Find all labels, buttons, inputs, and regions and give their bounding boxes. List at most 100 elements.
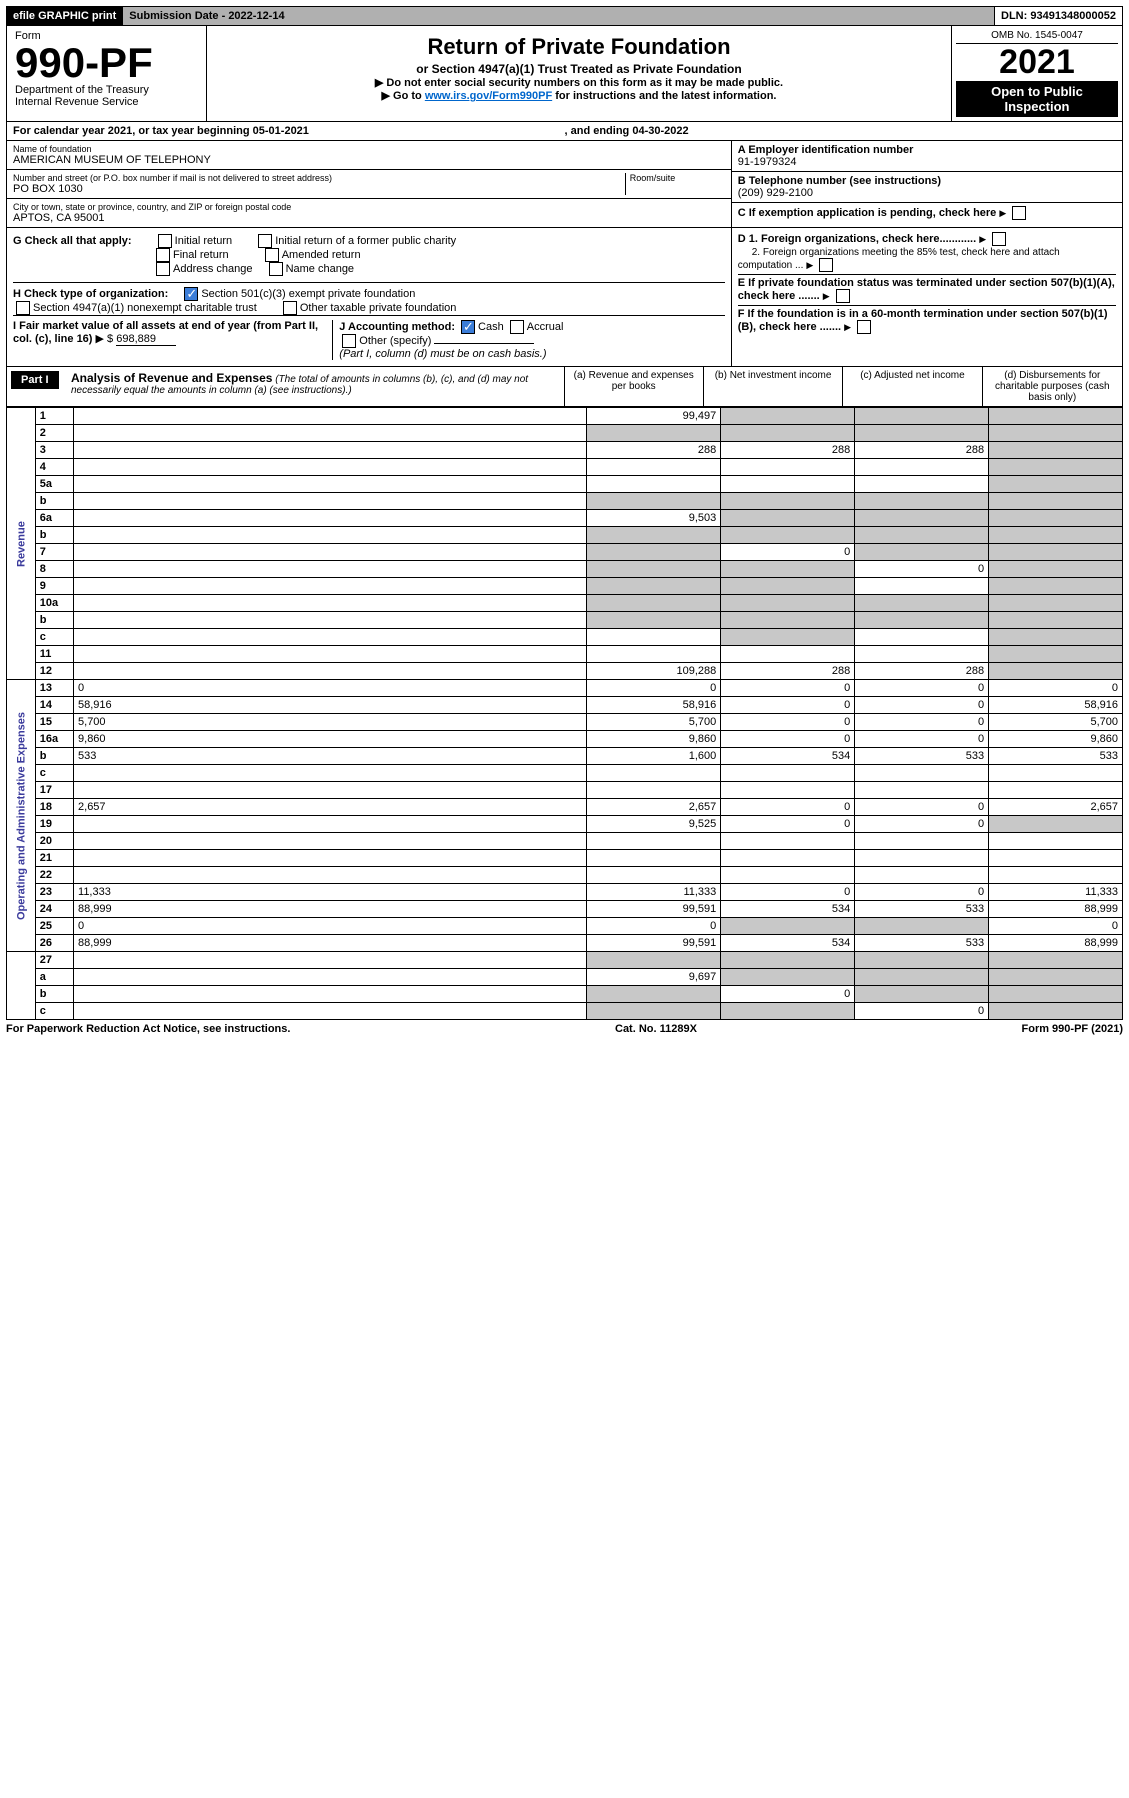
ck-e[interactable] xyxy=(836,289,850,303)
amount-cell xyxy=(587,782,721,799)
ck-final-return[interactable] xyxy=(156,248,170,262)
amount-cell xyxy=(989,782,1123,799)
line-desc: 11,333 xyxy=(74,884,587,901)
ck-cash[interactable] xyxy=(461,320,475,334)
line-number: 17 xyxy=(35,782,73,799)
amount-cell: 88,999 xyxy=(989,901,1123,918)
tax-year: 2021 xyxy=(956,44,1118,81)
opt-former: Initial return of a former public charit… xyxy=(275,235,456,247)
amount-cell xyxy=(855,476,989,493)
form-subtitle: or Section 4947(a)(1) Trust Treated as P… xyxy=(213,62,945,76)
table-row: 1458,91658,9160058,916 xyxy=(7,697,1123,714)
line-number: 24 xyxy=(35,901,73,918)
amount-cell: 9,697 xyxy=(587,969,721,986)
amount-cell: 0 xyxy=(855,1003,989,1020)
line-number: b xyxy=(35,493,73,510)
efile-print-button[interactable]: efile GRAPHIC print xyxy=(7,7,123,25)
irs-link[interactable]: www.irs.gov/Form990PF xyxy=(425,90,552,102)
line-number: b xyxy=(35,748,73,765)
ck-d2[interactable] xyxy=(819,258,833,272)
e-label: E If private foundation status was termi… xyxy=(738,277,1115,302)
footer-mid: Cat. No. 11289X xyxy=(615,1023,697,1035)
amount-cell xyxy=(989,476,1123,493)
ein-label: A Employer identification number xyxy=(738,144,1116,156)
amount-cell xyxy=(721,578,855,595)
part1-title: Analysis of Revenue and Expenses xyxy=(71,371,272,385)
ck-f[interactable] xyxy=(857,320,871,334)
form-header: Form 990-PF Department of the Treasury I… xyxy=(6,26,1123,122)
line-desc xyxy=(74,629,587,646)
line-number: 27 xyxy=(35,952,73,969)
city-value: APTOS, CA 95001 xyxy=(13,212,725,224)
opt-amended: Amended return xyxy=(282,249,361,261)
ck-other-method[interactable] xyxy=(342,334,356,348)
amount-cell: 288 xyxy=(855,663,989,680)
line-desc xyxy=(74,476,587,493)
i-arrow: ▶ $ xyxy=(96,333,114,345)
table-row: 12109,288288288 xyxy=(7,663,1123,680)
exemption-checkbox[interactable] xyxy=(1012,206,1026,220)
line-number: 16a xyxy=(35,731,73,748)
dln-label: DLN: 93491348000052 xyxy=(995,7,1122,25)
amount-cell: 533 xyxy=(855,935,989,952)
amount-cell xyxy=(989,867,1123,884)
opt-final: Final return xyxy=(173,249,229,261)
amount-cell xyxy=(855,629,989,646)
amount-cell xyxy=(721,952,855,969)
amount-cell xyxy=(721,782,855,799)
line-number: 5a xyxy=(35,476,73,493)
amount-cell: 0 xyxy=(721,816,855,833)
ck-addr-change[interactable] xyxy=(156,262,170,276)
table-row: 10a xyxy=(7,595,1123,612)
footer-right: Form 990-PF (2021) xyxy=(1022,1023,1123,1035)
table-row: 22 xyxy=(7,867,1123,884)
amount-cell xyxy=(855,969,989,986)
line-number: 4 xyxy=(35,459,73,476)
amount-cell xyxy=(989,510,1123,527)
note-pre: ▶ Go to xyxy=(382,90,425,102)
ck-initial-return[interactable] xyxy=(158,234,172,248)
amount-cell xyxy=(721,833,855,850)
irs-label: Internal Revenue Service xyxy=(15,96,198,108)
table-row: c xyxy=(7,765,1123,782)
amount-cell xyxy=(855,595,989,612)
table-row: b xyxy=(7,612,1123,629)
ck-accrual[interactable] xyxy=(510,320,524,334)
amount-cell: 288 xyxy=(721,663,855,680)
table-row: 2311,33311,3330011,333 xyxy=(7,884,1123,901)
amount-cell: 534 xyxy=(721,935,855,952)
line-number: 3 xyxy=(35,442,73,459)
amount-cell xyxy=(721,867,855,884)
line-desc xyxy=(74,646,587,663)
amount-cell: 0 xyxy=(855,731,989,748)
amount-cell: 0 xyxy=(721,799,855,816)
ck-name-change[interactable] xyxy=(269,262,283,276)
amount-cell xyxy=(587,527,721,544)
amount-cell xyxy=(855,782,989,799)
amount-cell xyxy=(855,612,989,629)
opt-4947: Section 4947(a)(1) nonexempt charitable … xyxy=(33,302,257,314)
line-desc xyxy=(74,544,587,561)
ck-initial-former[interactable] xyxy=(258,234,272,248)
amount-cell xyxy=(989,595,1123,612)
ck-other-tax[interactable] xyxy=(283,301,297,315)
line-desc xyxy=(74,578,587,595)
amount-cell: 0 xyxy=(721,714,855,731)
line-desc: 0 xyxy=(74,680,587,697)
table-row: 5a xyxy=(7,476,1123,493)
amount-cell: 533 xyxy=(855,748,989,765)
line-number: 26 xyxy=(35,935,73,952)
table-row: 6a9,503 xyxy=(7,510,1123,527)
line-desc xyxy=(74,459,587,476)
ck-501c3[interactable] xyxy=(184,287,198,301)
line-desc xyxy=(74,782,587,799)
ck-d1[interactable] xyxy=(992,232,1006,246)
line-number: 1 xyxy=(35,408,73,425)
ck-4947[interactable] xyxy=(16,301,30,315)
line-number: 18 xyxy=(35,799,73,816)
ck-amended[interactable] xyxy=(265,248,279,262)
cal-year-begin: For calendar year 2021, or tax year begi… xyxy=(13,125,565,137)
amount-cell xyxy=(855,544,989,561)
addr-label: Number and street (or P.O. box number if… xyxy=(13,173,625,183)
note-link: ▶ Go to www.irs.gov/Form990PF for instru… xyxy=(213,89,945,102)
